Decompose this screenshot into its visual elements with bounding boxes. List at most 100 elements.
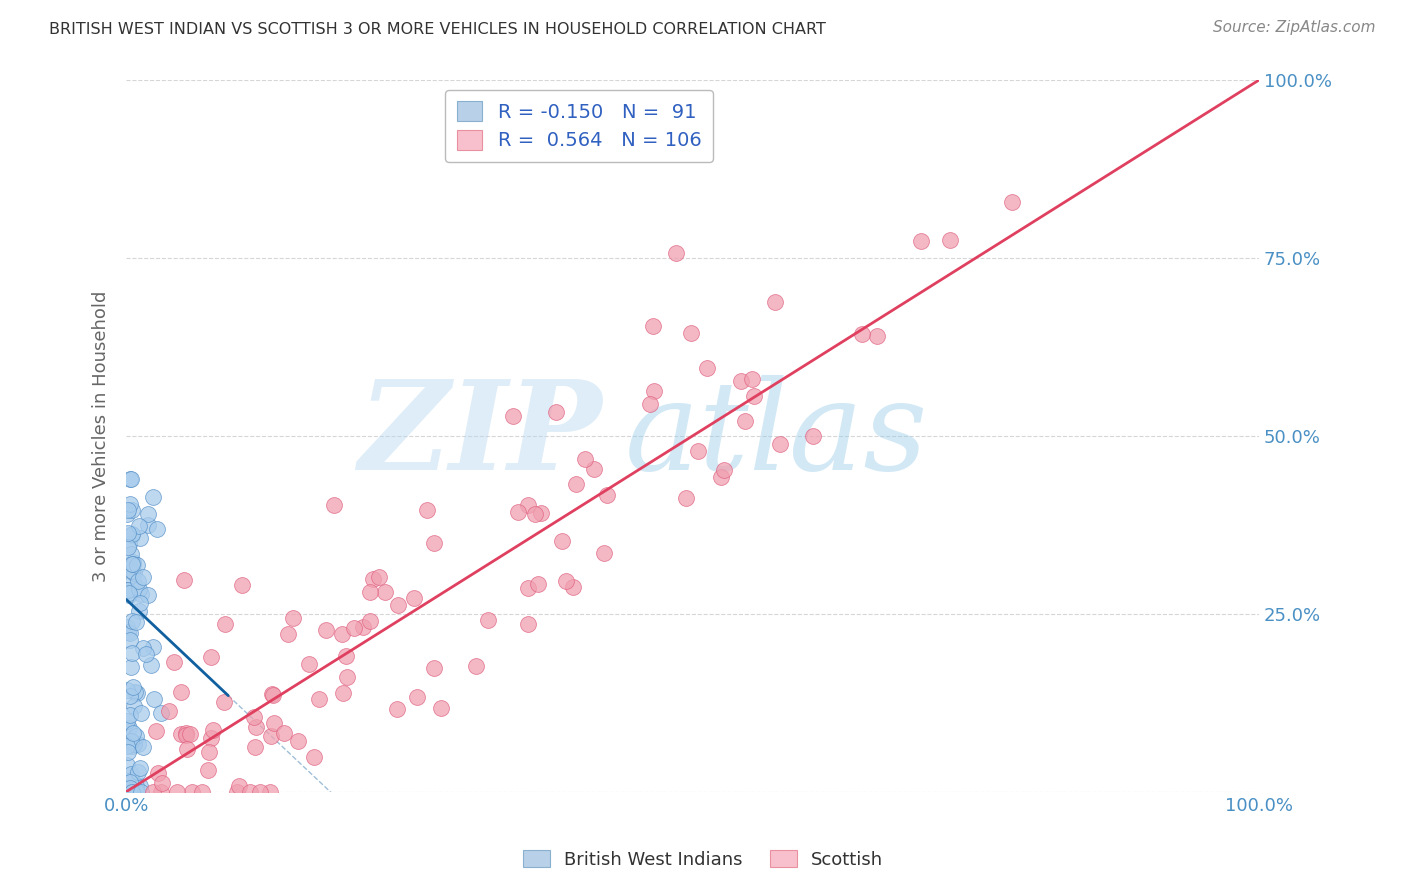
Point xyxy=(332,685,354,699)
Point xyxy=(125,779,148,793)
Point xyxy=(1000,194,1022,209)
Point xyxy=(122,737,145,751)
Point xyxy=(336,669,359,683)
Point xyxy=(260,687,283,701)
Point xyxy=(228,779,250,793)
Point xyxy=(359,585,381,599)
Point xyxy=(136,507,159,521)
Point xyxy=(595,488,617,502)
Text: BRITISH WEST INDIAN VS SCOTTISH 3 OR MORE VEHICLES IN HOUSEHOLD CORRELATION CHAR: BRITISH WEST INDIAN VS SCOTTISH 3 OR MOR… xyxy=(49,22,827,37)
Point xyxy=(117,739,139,754)
Point xyxy=(231,578,253,592)
Point xyxy=(117,723,139,737)
Point xyxy=(125,729,148,743)
Legend: R = -0.150   N =  91, R =  0.564   N = 106: R = -0.150 N = 91, R = 0.564 N = 106 xyxy=(446,90,713,161)
Point xyxy=(118,721,141,735)
Point xyxy=(124,698,146,713)
Point xyxy=(551,534,574,549)
Point xyxy=(148,766,170,780)
Point xyxy=(249,785,271,799)
Point xyxy=(910,235,932,249)
Point xyxy=(516,581,538,595)
Point xyxy=(120,785,142,799)
Point xyxy=(181,785,204,799)
Point xyxy=(124,785,146,799)
Point xyxy=(387,598,409,612)
Point xyxy=(361,572,384,586)
Point xyxy=(121,557,143,571)
Point xyxy=(430,701,453,715)
Point xyxy=(323,498,346,512)
Point xyxy=(145,724,167,739)
Point xyxy=(122,680,145,694)
Point xyxy=(122,558,145,572)
Point xyxy=(117,540,139,554)
Point xyxy=(734,414,756,428)
Point xyxy=(120,625,142,640)
Point xyxy=(129,785,152,799)
Point xyxy=(120,660,142,674)
Point xyxy=(638,397,661,411)
Point xyxy=(259,785,281,799)
Point xyxy=(173,574,195,588)
Point xyxy=(263,716,285,731)
Point xyxy=(139,657,162,672)
Point xyxy=(404,591,426,605)
Point xyxy=(592,546,614,560)
Point xyxy=(132,739,155,754)
Point xyxy=(298,657,321,672)
Point xyxy=(502,409,524,423)
Point xyxy=(174,726,197,740)
Point xyxy=(277,626,299,640)
Point xyxy=(517,498,540,512)
Point xyxy=(121,785,143,799)
Point xyxy=(122,726,145,740)
Point xyxy=(157,705,180,719)
Point xyxy=(582,461,605,475)
Point xyxy=(170,727,193,741)
Point xyxy=(730,374,752,388)
Point xyxy=(530,506,553,520)
Point xyxy=(262,689,284,703)
Text: ZIP: ZIP xyxy=(359,376,602,497)
Point xyxy=(226,785,249,799)
Point xyxy=(117,620,139,634)
Point xyxy=(201,723,224,738)
Point xyxy=(132,641,155,656)
Point xyxy=(851,327,873,342)
Point xyxy=(260,730,283,744)
Point xyxy=(405,690,427,705)
Text: Source: ZipAtlas.com: Source: ZipAtlas.com xyxy=(1212,20,1375,35)
Point xyxy=(163,655,186,669)
Point xyxy=(117,503,139,517)
Point xyxy=(128,531,150,545)
Point xyxy=(526,577,548,591)
Point xyxy=(117,583,139,598)
Point xyxy=(117,582,139,597)
Point xyxy=(554,574,576,588)
Point xyxy=(523,507,546,521)
Point xyxy=(129,706,152,721)
Point xyxy=(374,585,396,599)
Point xyxy=(332,627,354,641)
Point xyxy=(117,525,139,540)
Point xyxy=(117,507,139,521)
Point xyxy=(544,405,567,419)
Point xyxy=(120,733,142,747)
Point xyxy=(200,731,222,745)
Point xyxy=(125,685,148,699)
Y-axis label: 3 or more Vehicles in Household: 3 or more Vehicles in Household xyxy=(93,290,110,582)
Point xyxy=(120,547,142,561)
Point xyxy=(359,614,381,628)
Point xyxy=(681,326,703,341)
Point xyxy=(128,582,150,596)
Point xyxy=(801,429,824,443)
Point xyxy=(170,685,193,699)
Point xyxy=(643,318,665,333)
Point xyxy=(415,503,437,517)
Point xyxy=(769,437,792,451)
Point xyxy=(121,785,143,799)
Point xyxy=(125,558,148,572)
Point xyxy=(121,528,143,542)
Point xyxy=(245,720,267,734)
